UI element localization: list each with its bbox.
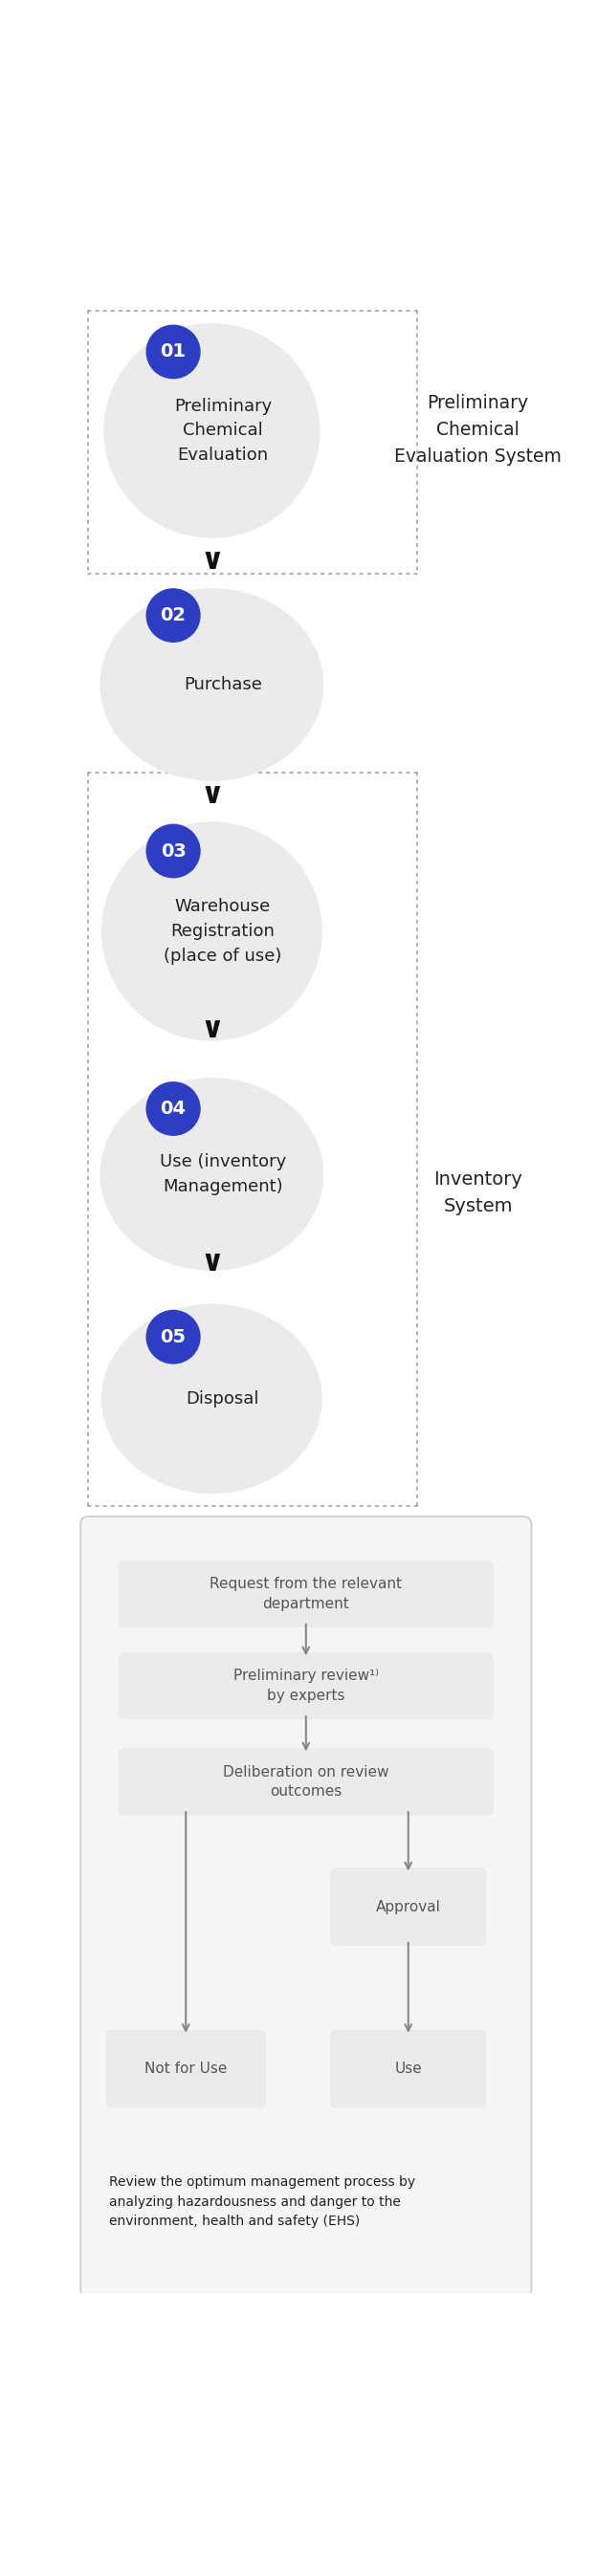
Text: ∨: ∨ — [200, 1015, 224, 1043]
Ellipse shape — [102, 1303, 322, 1494]
Text: Preliminary
Chemical
Evaluation: Preliminary Chemical Evaluation — [174, 397, 272, 464]
Circle shape — [146, 325, 200, 379]
Ellipse shape — [100, 1079, 323, 1270]
FancyBboxPatch shape — [118, 1561, 494, 1628]
Text: 05: 05 — [161, 1327, 186, 1347]
Text: Preliminary
Chemical
Evaluation System: Preliminary Chemical Evaluation System — [395, 394, 562, 466]
Text: Use (inventory
Management): Use (inventory Management) — [159, 1154, 286, 1195]
Circle shape — [146, 824, 200, 878]
Ellipse shape — [102, 822, 322, 1041]
Text: Use: Use — [395, 2061, 422, 2076]
Ellipse shape — [100, 590, 323, 781]
FancyBboxPatch shape — [81, 1517, 531, 2298]
Text: Deliberation on review
outcomes: Deliberation on review outcomes — [223, 1765, 389, 1798]
Text: ∨: ∨ — [200, 546, 224, 574]
Text: 02: 02 — [161, 605, 186, 623]
Circle shape — [146, 1311, 200, 1363]
Text: Not for Use: Not for Use — [144, 2061, 227, 2076]
Text: Review the optimum management process by
analyzing hazardousness and danger to t: Review the optimum management process by… — [109, 2177, 415, 2228]
Text: Preliminary review¹⁾
by experts: Preliminary review¹⁾ by experts — [233, 1669, 378, 1703]
Text: 04: 04 — [161, 1100, 186, 1118]
Text: ∨: ∨ — [200, 781, 224, 809]
Text: Warehouse
Registration
(place of use): Warehouse Registration (place of use) — [164, 899, 282, 963]
Text: Approval: Approval — [376, 1899, 441, 1914]
Text: Inventory
System: Inventory System — [433, 1170, 522, 1216]
Text: ∨: ∨ — [200, 1249, 224, 1278]
Circle shape — [146, 1082, 200, 1136]
Ellipse shape — [104, 325, 319, 538]
Circle shape — [146, 590, 200, 641]
Text: 03: 03 — [161, 842, 186, 860]
Text: Purchase: Purchase — [184, 675, 262, 693]
Text: Request from the relevant
department: Request from the relevant department — [210, 1577, 402, 1610]
FancyBboxPatch shape — [118, 1749, 494, 1816]
Text: 01: 01 — [161, 343, 186, 361]
FancyBboxPatch shape — [330, 2030, 487, 2107]
FancyBboxPatch shape — [106, 2030, 266, 2107]
FancyBboxPatch shape — [118, 1651, 494, 1718]
FancyBboxPatch shape — [330, 1868, 487, 1945]
Text: Disposal: Disposal — [186, 1391, 260, 1406]
